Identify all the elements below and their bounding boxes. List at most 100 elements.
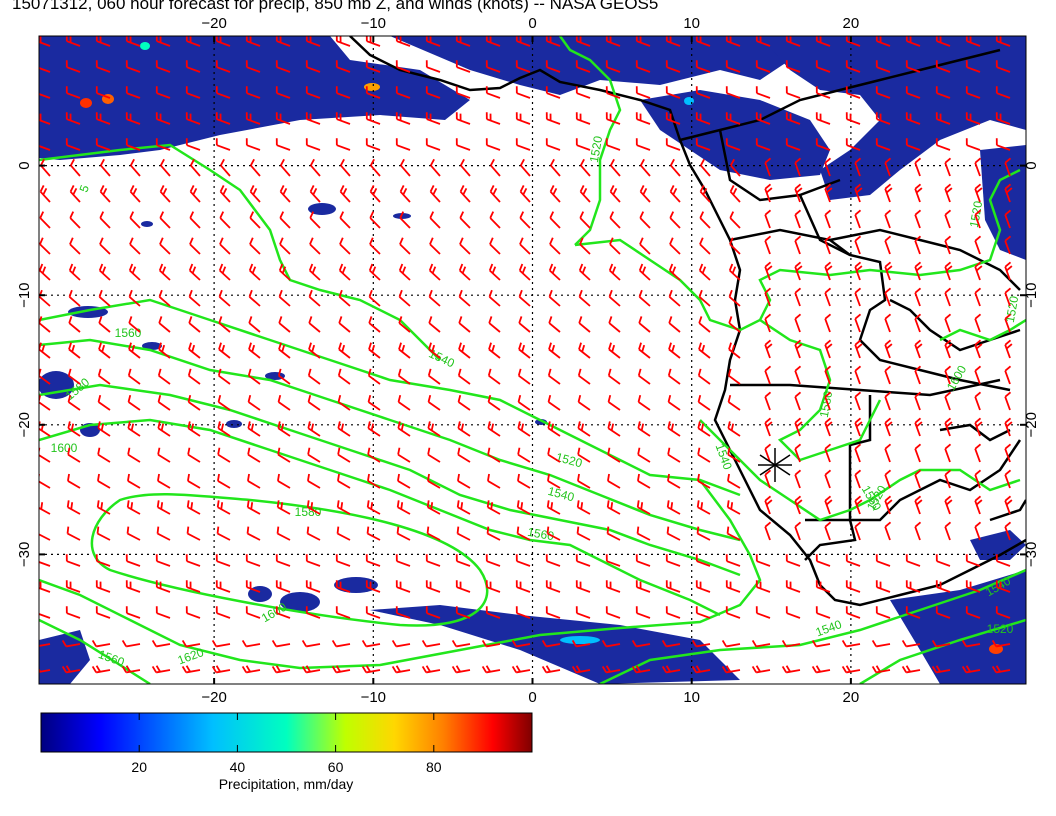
wind-barb bbox=[1004, 313, 1012, 333]
wind-barb bbox=[397, 421, 411, 437]
wind-barb bbox=[794, 391, 802, 411]
wind-barb bbox=[515, 606, 531, 619]
wind-barb bbox=[98, 342, 111, 359]
wind-barb bbox=[157, 394, 171, 411]
wind-barb bbox=[637, 421, 651, 437]
wind-barb bbox=[366, 526, 381, 541]
wind-barb bbox=[428, 342, 441, 359]
wind-barb bbox=[944, 391, 952, 411]
wind-barb bbox=[695, 86, 711, 99]
wind-barb bbox=[280, 158, 291, 177]
wind-barb bbox=[365, 606, 381, 619]
wind-barb bbox=[914, 261, 923, 281]
wind-barb bbox=[755, 138, 771, 151]
wind-barb bbox=[669, 211, 681, 229]
wind-barb bbox=[824, 261, 833, 281]
wind-barb bbox=[65, 36, 81, 47]
wind-barb bbox=[695, 554, 711, 567]
contour-1580-south bbox=[39, 618, 151, 684]
wind-barb bbox=[99, 185, 111, 203]
wind-barb bbox=[67, 394, 81, 411]
wind-barb bbox=[605, 138, 621, 151]
wind-barb bbox=[944, 521, 952, 541]
map-title: 15071312, 060 hour forecast for precip, … bbox=[12, 0, 659, 13]
wind-barb bbox=[218, 263, 231, 281]
wind-barb bbox=[95, 606, 111, 619]
wind-barb bbox=[276, 500, 291, 515]
wind-barb bbox=[639, 211, 651, 229]
wind-barb bbox=[398, 263, 411, 281]
wind-barb bbox=[69, 211, 81, 229]
wind-barb bbox=[1004, 365, 1012, 385]
wind-barb bbox=[215, 36, 231, 47]
wind-barb bbox=[1004, 417, 1013, 437]
wind-barb bbox=[121, 665, 141, 674]
wind-barb bbox=[336, 500, 351, 515]
wind-barb bbox=[764, 235, 772, 255]
wind-barb bbox=[271, 665, 291, 674]
wind-barb bbox=[516, 500, 531, 515]
wind-barb bbox=[337, 368, 351, 385]
precip-area bbox=[890, 570, 1026, 684]
wind-barb bbox=[811, 665, 831, 674]
precip-area bbox=[39, 630, 90, 684]
border bbox=[730, 378, 1001, 397]
wind-barb bbox=[155, 580, 171, 593]
wind-barb bbox=[824, 339, 833, 359]
precip-core bbox=[80, 98, 92, 108]
wind-barb bbox=[485, 112, 501, 125]
contour-1520-southeast bbox=[699, 419, 1021, 522]
wind-barb bbox=[459, 185, 471, 203]
precip-core bbox=[140, 42, 150, 50]
wind-barb bbox=[215, 580, 231, 593]
colorbar-tick-label: 60 bbox=[328, 759, 344, 775]
wind-barb bbox=[188, 316, 201, 333]
wind-barb bbox=[698, 289, 711, 307]
contour-1520-center bbox=[558, 36, 622, 246]
wind-barb bbox=[181, 665, 201, 674]
wind-barb bbox=[640, 158, 651, 177]
wind-barb bbox=[545, 580, 561, 593]
wind-barb bbox=[397, 473, 411, 489]
wind-barb bbox=[515, 112, 531, 125]
wind-barb bbox=[515, 138, 531, 151]
contour-1520-interior bbox=[759, 318, 882, 462]
wind-barb bbox=[698, 342, 711, 359]
wind-barb bbox=[751, 665, 771, 674]
wind-barb bbox=[854, 521, 862, 541]
wind-barb bbox=[485, 606, 501, 619]
wind-barb bbox=[725, 86, 741, 99]
precip-core bbox=[364, 83, 380, 91]
wind-barb bbox=[606, 500, 621, 515]
wind-barb bbox=[159, 211, 171, 229]
wind-barb bbox=[815, 60, 831, 73]
wind-barb bbox=[854, 313, 862, 333]
wind-barb bbox=[190, 158, 201, 177]
wind-barb bbox=[68, 342, 81, 359]
wind-barb bbox=[277, 421, 291, 437]
wind-barb bbox=[914, 365, 922, 385]
wind-barb bbox=[396, 500, 411, 515]
wind-barb bbox=[279, 237, 291, 255]
wind-barb bbox=[639, 185, 651, 203]
wind-barb bbox=[931, 639, 951, 648]
wind-barb bbox=[275, 86, 291, 99]
wind-barb bbox=[369, 185, 381, 203]
wind-barb bbox=[335, 60, 351, 73]
wind-barb bbox=[571, 639, 591, 648]
wind-barb bbox=[607, 394, 621, 411]
precip-core bbox=[560, 636, 600, 644]
precip-core bbox=[684, 97, 694, 105]
wind-barb bbox=[699, 211, 711, 229]
colorbar-tick-label: 40 bbox=[230, 759, 246, 775]
wind-barb bbox=[1004, 287, 1012, 307]
wind-barb bbox=[944, 287, 952, 307]
wind-barb bbox=[157, 473, 171, 489]
wind-barb bbox=[965, 112, 981, 125]
wind-barb bbox=[668, 263, 681, 281]
wind-barb bbox=[518, 316, 531, 333]
wind-barb bbox=[1004, 157, 1012, 177]
wind-barb bbox=[944, 365, 952, 385]
wind-barb bbox=[65, 60, 81, 73]
wind-barb bbox=[185, 606, 201, 619]
